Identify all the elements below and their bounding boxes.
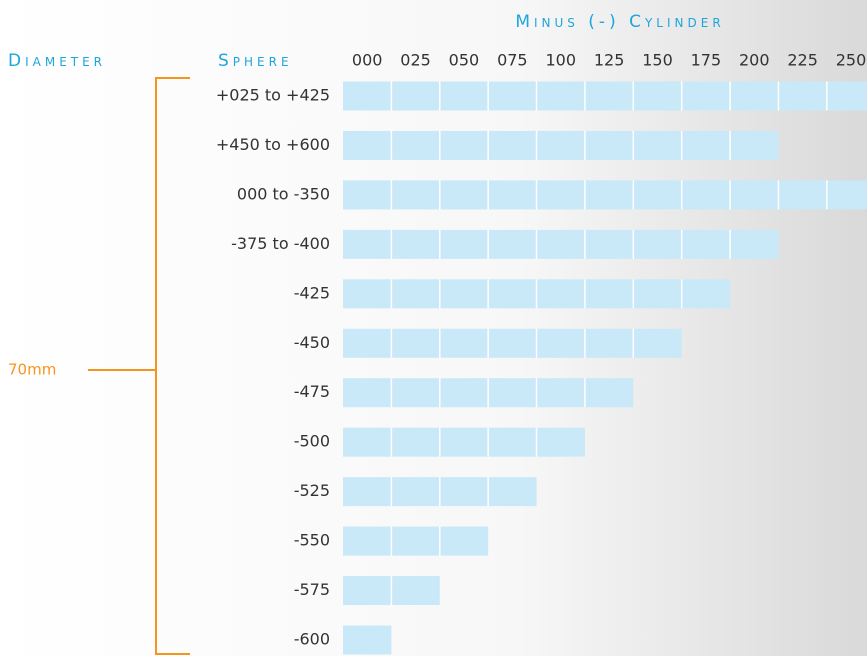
x-tick-label: 025 bbox=[400, 51, 431, 70]
bar bbox=[343, 130, 779, 160]
x-tick-label: 100 bbox=[545, 51, 576, 70]
bracket bbox=[88, 77, 190, 655]
x-tick-label: 175 bbox=[691, 51, 722, 70]
bar bbox=[343, 526, 489, 556]
x-tick-label: 075 bbox=[497, 51, 528, 70]
y-tick-label: -475 bbox=[294, 382, 330, 401]
bar bbox=[343, 81, 867, 111]
x-tick-label: 200 bbox=[739, 51, 770, 70]
bar bbox=[343, 328, 682, 358]
x-tick-label: 000 bbox=[352, 51, 383, 70]
y-tick-label: -525 bbox=[294, 481, 330, 500]
bar bbox=[343, 229, 779, 259]
group-value: 70mm bbox=[8, 361, 56, 379]
chart-title: Minus (-) Cylinder bbox=[515, 12, 724, 32]
y-tick-label: -375 to -400 bbox=[231, 234, 330, 253]
x-tick-label: 250 bbox=[836, 51, 867, 70]
y-tick-label: +450 to +600 bbox=[216, 135, 330, 154]
group-label: Diameter bbox=[8, 51, 106, 71]
x-tick-label: 125 bbox=[594, 51, 625, 70]
y-tick-label: -500 bbox=[294, 432, 330, 451]
x-tick-label: 150 bbox=[642, 51, 673, 70]
y-label: Sphere bbox=[218, 51, 293, 71]
y-tick-label: 000 to -350 bbox=[237, 184, 330, 203]
y-tick-label: +025 to +425 bbox=[216, 86, 330, 105]
y-tick-label: -450 bbox=[294, 333, 330, 352]
y-tick-label: -550 bbox=[294, 531, 330, 550]
bar bbox=[343, 180, 867, 210]
x-tick-label: 225 bbox=[787, 51, 818, 70]
bar bbox=[343, 625, 392, 655]
bar bbox=[343, 427, 585, 457]
y-tick-label: -600 bbox=[294, 630, 330, 649]
x-tick-label: 050 bbox=[449, 51, 480, 70]
y-tick-label: -425 bbox=[294, 283, 330, 302]
y-tick-label: -575 bbox=[294, 580, 330, 599]
